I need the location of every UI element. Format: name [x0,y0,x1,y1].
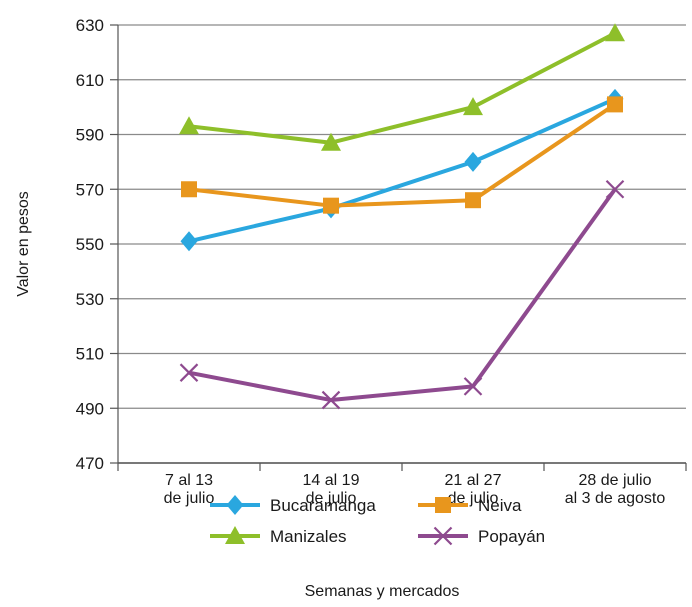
x-tick-label-line: de julio [306,490,357,507]
legend-swatch-marker [226,495,244,515]
y-tick-label-470: 470 [76,454,104,473]
x-tick-label-line: 28 de julio [579,472,652,489]
x-tick-label-line: de julio [448,490,499,507]
data-point-bucaramanga-0 [180,231,198,252]
legend-label-neiva: Neiva [478,496,522,515]
data-point-popay-n-3 [605,179,625,199]
series-manizales [179,23,625,151]
data-point-neiva-2 [465,192,481,209]
series-line-bucaramanga [188,97,616,244]
x-tick-label-line: 7 al 13 [165,472,213,489]
data-point-neiva-1 [323,197,339,214]
marker-stroke [605,179,625,199]
series-neiva [181,96,623,214]
x-tick-label-0: 7 al 13 de julio [164,472,215,507]
legend-item-popay-n: Popayán [418,526,545,546]
x-tick-label-line: de julio [164,490,215,507]
data-point-bucaramanga-2 [464,151,482,172]
legend-item-bucaramanga: Bucaramanga [210,495,376,515]
data-point-popay-n-2 [463,377,483,396]
x-tick-label-3: 28 de julio al 3 de agosto [565,472,666,507]
legend-swatch-marker [435,497,451,513]
y-tick-label-490: 490 [76,399,104,418]
legend-swatch-marker [433,526,453,546]
series-bucaramanga [180,88,624,252]
legend-swatch-marker [225,526,245,544]
legend-item-neiva: Neiva [418,496,522,515]
data-point-manizales-3 [605,23,625,42]
series-popay-n [179,179,625,410]
marker-stroke [433,526,453,546]
y-tick-label-570: 570 [76,180,104,199]
legend-label-bucaramanga: Bucaramanga [270,496,376,515]
legend: Bucaramanga Neiva Manizales Popayán [210,495,545,546]
x-tick-label-line: 14 al 19 [303,472,360,489]
marker-stroke [321,390,341,410]
legend-label-popay-n: Popayán [478,527,545,546]
series-lines [179,23,625,410]
data-point-popay-n-1 [321,390,341,410]
y-axis-title: Valor en pesos [15,191,32,297]
y-tick-label-550: 550 [76,235,104,254]
grid-lines [118,24,686,464]
marker-stroke [463,377,483,396]
y-tick-label-590: 590 [76,126,104,145]
x-axis-title: Semanas y mercados [305,583,460,600]
y-axis-ticks: 470 490 510 530 550 570 590 610 630 [76,16,119,473]
data-point-manizales-0 [179,116,199,135]
legend-label-manizales: Manizales [270,527,347,546]
series-line-popay-n [188,188,617,403]
data-point-manizales-1 [321,132,341,151]
x-tick-label-line: 21 al 27 [445,472,502,489]
y-tick-label-530: 530 [76,290,104,309]
data-point-neiva-0 [181,181,197,198]
x-tick-label-line: al 3 de agosto [565,490,666,507]
data-point-popay-n-0 [179,363,199,382]
marker-stroke [179,363,199,382]
data-point-manizales-2 [463,97,483,116]
y-tick-label-610: 610 [76,71,104,90]
x-tick-label-1: 14 al 19 de julio [303,472,360,507]
x-tick-label-2: 21 al 27 de julio [445,472,502,507]
data-point-neiva-3 [607,96,623,113]
legend-item-manizales: Manizales [210,526,347,546]
y-tick-label-510: 510 [76,345,104,364]
y-tick-label-630: 630 [76,16,104,35]
series-line-manizales [188,31,616,145]
series-line-neiva [188,102,617,208]
